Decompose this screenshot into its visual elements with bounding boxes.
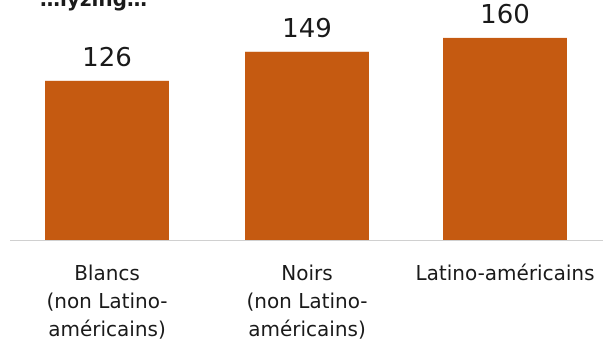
bar-1 xyxy=(45,80,169,240)
bar-3 xyxy=(443,37,567,240)
bar-2 xyxy=(245,51,369,240)
category-labels-group: Blancs (non Latino-américains) Noirs (non L… xyxy=(46,261,594,341)
category-label-3: Latino-américains xyxy=(415,261,594,285)
chart-title: …lyzing… xyxy=(40,0,147,11)
value-label-2: 149 xyxy=(282,14,332,44)
category-label-1: Blancs (non Latino-américains) xyxy=(46,261,167,341)
value-label-1: 126 xyxy=(82,43,132,73)
bars-group xyxy=(45,37,567,240)
category-label-2: Noirs (non Latino-américains) xyxy=(246,261,367,341)
value-labels-group: 126 149 160 xyxy=(82,0,530,73)
value-label-3: 160 xyxy=(480,0,530,30)
